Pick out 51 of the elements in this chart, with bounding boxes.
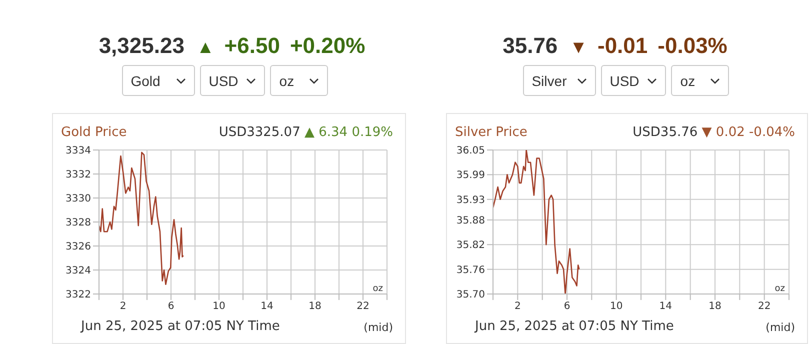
y-tick-label: 3334 (66, 146, 91, 157)
chart-subtitle: USD35.76 ▼ 0.02 -0.04% (632, 125, 795, 140)
x-tick-label: 14 (260, 301, 274, 312)
y-tick-label: 35.99 (456, 170, 485, 182)
annotation: oz (372, 284, 383, 294)
x-tick-label: 22 (758, 301, 771, 312)
text: Silver (532, 72, 567, 88)
x-tick-label: 10 (212, 301, 226, 312)
x-tick-label: 2 (120, 301, 126, 312)
x-tick-label: 6 (564, 301, 570, 312)
y-tick-label: 35.93 (456, 194, 485, 206)
text: 3,325.23 (98, 33, 184, 58)
y-tick-label: 3326 (66, 242, 91, 253)
text: ▼ (570, 37, 588, 57)
x-tick-label: 18 (308, 301, 322, 312)
text: +6.50 (224, 33, 280, 58)
y-tick-label: 35.70 (456, 290, 485, 301)
line-series (99, 152, 184, 286)
text: USD (610, 72, 640, 88)
y-tick-label: 35.76 (456, 264, 485, 276)
text: USD (208, 72, 238, 88)
text: -0.01 (598, 33, 648, 58)
y-tick-label: 3328 (66, 218, 91, 229)
text: Jun 25, 2025 at 07:05 NY Time (81, 319, 280, 334)
chart-title: Gold Price (61, 125, 127, 140)
x-tick-label: 18 (708, 301, 722, 312)
text: Gold (130, 72, 160, 88)
text: 35.76 (502, 33, 558, 58)
y-tick-label: 35.88 (456, 215, 485, 226)
y-tick-label: 3330 (66, 194, 91, 205)
chart-subtitle: USD3325.07 ▲ 6.34 0.19% (218, 125, 393, 140)
annotation: oz (774, 284, 785, 294)
text: -0.03% (658, 33, 728, 58)
text: oz (680, 72, 696, 88)
text: +0.20% (290, 33, 366, 58)
x-tick-label: 22 (356, 301, 370, 312)
chart-title: Silver Price (455, 125, 528, 140)
text: (mid) (364, 321, 393, 334)
y-tick-label: 35.82 (456, 240, 485, 252)
x-tick-label: 10 (610, 301, 623, 312)
y-tick-label: 36.05 (456, 146, 485, 157)
text: ▲ (196, 37, 214, 57)
text: (mid) (766, 321, 795, 334)
x-tick-label: 2 (514, 301, 521, 312)
x-tick-label: 6 (168, 301, 174, 312)
y-tick-label: 3324 (66, 266, 91, 277)
text: oz (279, 72, 294, 88)
text: Jun 25, 2025 at 07:05 NY Time (475, 319, 674, 334)
x-tick-label: 14 (659, 301, 672, 312)
y-tick-label: 3332 (66, 170, 91, 181)
y-tick-label: 3322 (66, 290, 91, 301)
